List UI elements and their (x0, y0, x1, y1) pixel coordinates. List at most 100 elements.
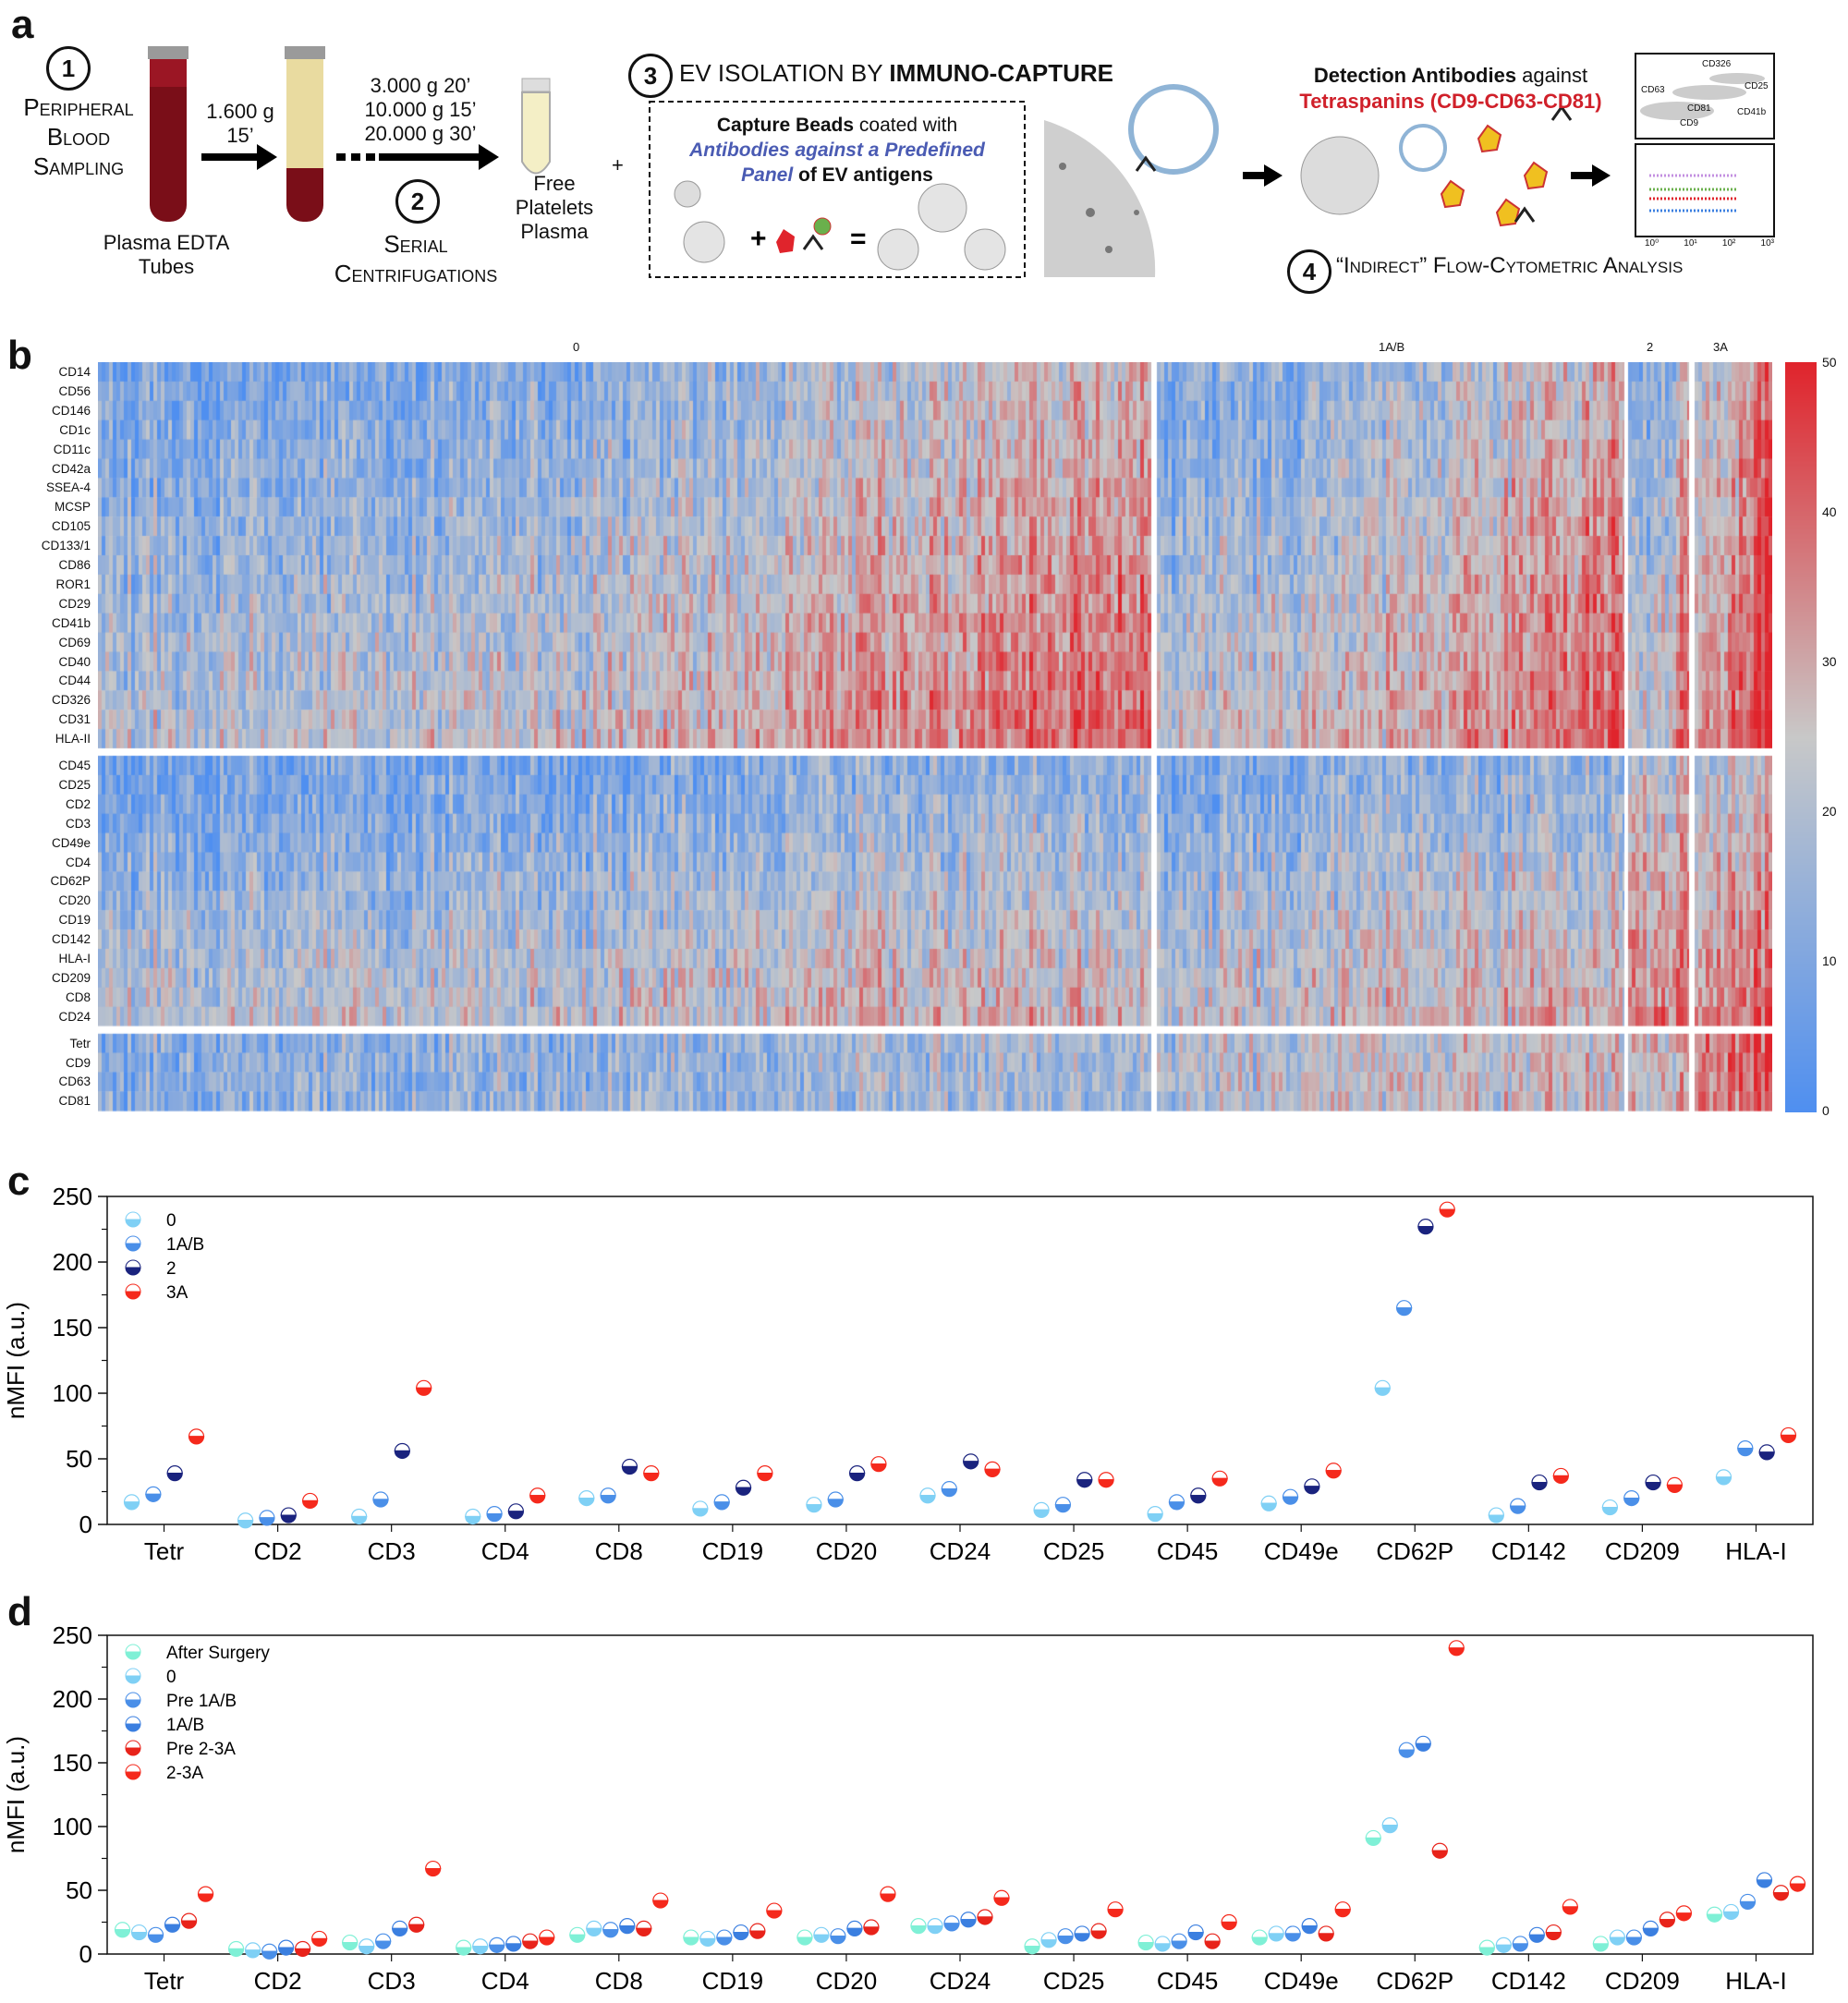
data-point (619, 1925, 636, 1935)
data-point (1334, 1909, 1351, 1918)
y-tick-label: 250 (53, 1621, 92, 1649)
data-point-top (621, 1459, 638, 1468)
data-point-top (1625, 1929, 1643, 1938)
y-tick-label: 200 (53, 1685, 92, 1713)
data-point-top (1168, 1494, 1185, 1503)
data-point-top (813, 1926, 830, 1936)
data-point (1531, 1481, 1548, 1491)
data-point (197, 1893, 214, 1902)
x-tick-label: CD49e (1264, 1537, 1339, 1565)
data-point-top (941, 1481, 957, 1490)
legend-label: After Surgery (166, 1644, 270, 1663)
arrow-4-icon (1571, 164, 1611, 187)
heatmap-row-label: CD14 (58, 365, 91, 379)
data-point-top (602, 1922, 619, 1931)
capture-line-3-blue: Panel (741, 164, 794, 186)
data-point-top (147, 1926, 164, 1936)
colorbar-tick: 20 (1822, 804, 1837, 819)
data-point (1562, 1906, 1578, 1915)
data-point (1033, 1509, 1050, 1518)
cluster-label-1ab: 1A/B (1379, 340, 1405, 354)
heatmap-colorbar (1785, 362, 1817, 1112)
legend-marker-top (125, 1668, 141, 1677)
cluster-label-3a: 3A (1713, 340, 1728, 354)
cluster-label-0: 0 (573, 340, 580, 354)
data-point-top (261, 1943, 278, 1952)
data-point-top (943, 1915, 960, 1924)
y-tick-label: 0 (79, 1940, 92, 1968)
data-point-top (578, 1490, 595, 1499)
legend-label: 3A (166, 1283, 188, 1303)
data-point-top (392, 1920, 408, 1929)
data-point (1431, 1850, 1448, 1859)
data-point (1211, 1477, 1228, 1487)
data-point (1417, 1226, 1434, 1235)
data-point-top (1137, 1935, 1154, 1944)
legend-marker (125, 1291, 141, 1300)
data-point (848, 1473, 866, 1482)
step-4-number: 4 (1287, 249, 1331, 294)
data-point (1772, 1892, 1790, 1901)
data-point-top (977, 1909, 993, 1918)
heatmap-row-label: CD20 (58, 893, 91, 908)
data-point (301, 1499, 319, 1509)
data-point-top (1282, 1488, 1299, 1498)
data-point (1221, 1921, 1237, 1931)
step-1-number: 1 (46, 46, 91, 91)
flow-ticks: 10⁰ 10¹ 10² 10³ (1645, 238, 1774, 249)
data-point (643, 1473, 660, 1482)
data-point (600, 1495, 616, 1504)
data-point-top (505, 1936, 522, 1945)
data-point-top (1204, 1933, 1221, 1942)
heatmap-row-label: ROR1 (55, 577, 91, 591)
legend-marker (125, 1219, 141, 1228)
data-point-top (1074, 1925, 1090, 1935)
data-point (1739, 1900, 1757, 1910)
step-1-label: Peripheral Blood Sampling (9, 92, 148, 181)
data-point-top (1756, 1872, 1773, 1881)
flow-label-cd63: CD63 (1641, 85, 1665, 95)
data-point-top (735, 1479, 752, 1488)
data-point (529, 1495, 546, 1504)
flow-plot-bottom (1635, 143, 1775, 237)
data-point-top (1642, 1920, 1660, 1929)
data-point-top (472, 1938, 489, 1948)
heatmap-row-label: CD86 (58, 558, 91, 572)
y-tick-label: 50 (66, 1876, 92, 1904)
x-tick-label: CD4 (481, 1967, 529, 1995)
heatmap-row-label: CD11c (53, 442, 91, 456)
data-point-top (1659, 1912, 1676, 1921)
heatmap-row-label: CD142 (51, 932, 91, 947)
data-point (1204, 1940, 1221, 1949)
data-point-top (1268, 1925, 1284, 1935)
data-point (166, 1473, 183, 1482)
data-point (749, 1930, 766, 1939)
data-point-top (188, 1428, 205, 1438)
data-point (1666, 1484, 1684, 1493)
data-point (1154, 1943, 1171, 1952)
tube-label-line-2: Tubes (138, 255, 195, 278)
data-point-top (569, 1926, 586, 1936)
flow-label-cd25: CD25 (1745, 81, 1769, 91)
data-point (1301, 1925, 1318, 1935)
flow-tick: 10⁰ (1645, 238, 1660, 249)
data-point (692, 1508, 709, 1517)
data-point (489, 1944, 505, 1953)
data-point-top (1098, 1472, 1114, 1481)
data-point-top (683, 1929, 699, 1938)
x-tick-label: CD3 (368, 1967, 416, 1995)
data-point-top (539, 1929, 555, 1938)
data-point-top (636, 1920, 652, 1929)
data-point-top (1512, 1936, 1528, 1945)
capture-beads-icon: + = (674, 180, 1006, 271)
data-point-top (180, 1912, 198, 1922)
data-point (1090, 1930, 1107, 1939)
spin-1: 1.600 g 15’ (194, 100, 286, 148)
data-point (1488, 1514, 1504, 1523)
data-point (1251, 1936, 1268, 1946)
data-point (1398, 1749, 1415, 1758)
data-point-top (1666, 1476, 1684, 1486)
colorbar-tick: 50 (1822, 355, 1837, 370)
data-point-top (713, 1494, 730, 1503)
data-point-top (166, 1465, 183, 1475)
